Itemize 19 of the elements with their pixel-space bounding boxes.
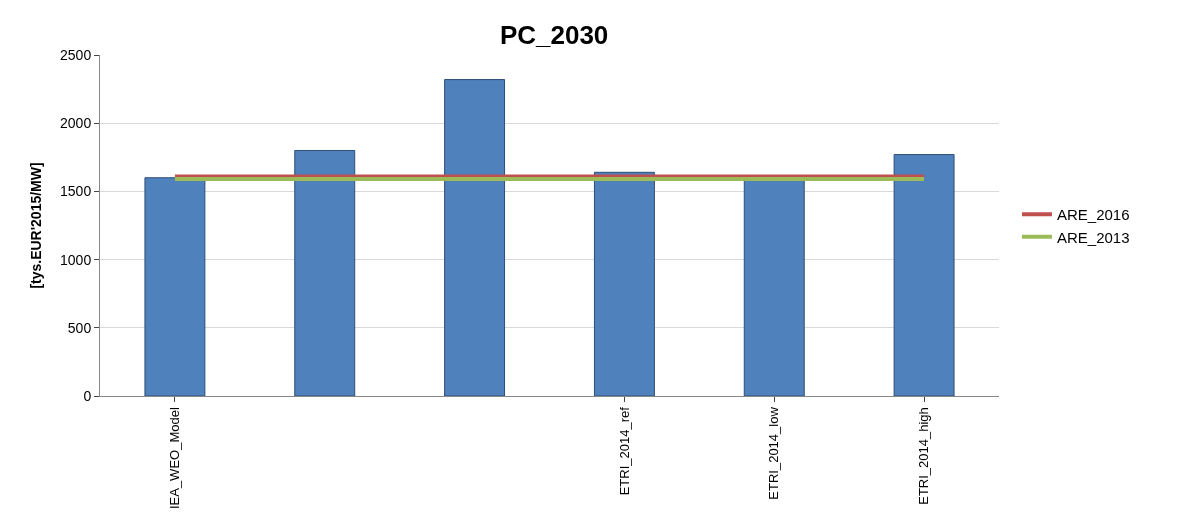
legend-label: ARE_2013 [1056, 228, 1130, 246]
bar [593, 171, 655, 396]
bar [893, 154, 955, 396]
legend-label: ARE_2016 [1056, 206, 1130, 224]
y-tick-label: 500 [67, 319, 92, 336]
y-tick-label: 2000 [60, 115, 92, 132]
bar [444, 79, 506, 396]
x-tick-label: IEA_WEO_Model [167, 407, 183, 510]
x-tick-label: ETRI_2014_ref [616, 406, 632, 496]
x-tick-label: ETRI_2014_low [766, 406, 782, 500]
y-axis-title: [tys.EUR'2015/MW] [27, 162, 44, 289]
bar [294, 149, 356, 396]
y-tick-label: 1500 [60, 183, 92, 200]
y-tick-label: 1000 [60, 251, 92, 268]
bar [144, 177, 206, 396]
x-tick-label: ETRI_2014_high [916, 407, 932, 505]
chart-title: PC_2030 [499, 20, 609, 51]
y-tick-label: 0 [83, 387, 92, 404]
y-tick-label: 2500 [60, 46, 92, 63]
